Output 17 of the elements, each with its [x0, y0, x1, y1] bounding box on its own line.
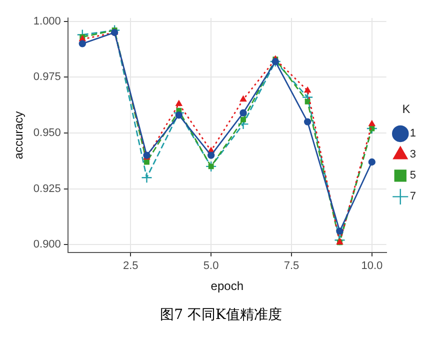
x-axis-title: epoch	[210, 279, 244, 294]
y-tick-label: 0.900	[33, 238, 61, 251]
y-tick-label: 0.925	[33, 182, 61, 195]
legend-label: 3	[410, 148, 416, 161]
legend-label: 1	[410, 128, 416, 140]
legend-label: 7	[410, 190, 416, 203]
y-tick-label: 0.975	[33, 71, 61, 84]
y-tick-label: 0.950	[33, 127, 61, 139]
y-tick-label: 1.000	[33, 15, 61, 28]
caption: 图7 不同K值精准度	[159, 306, 283, 324]
x-tick-label: 2.5	[123, 260, 138, 272]
x-tick-label: 5.0	[203, 260, 219, 272]
y-axis-title: accuracy	[12, 111, 26, 160]
legend-title: K	[402, 102, 410, 116]
x-tick-label: 7.5	[284, 260, 300, 272]
legend-label: 5	[410, 170, 416, 182]
x-tick-label: 10.0	[361, 260, 383, 272]
